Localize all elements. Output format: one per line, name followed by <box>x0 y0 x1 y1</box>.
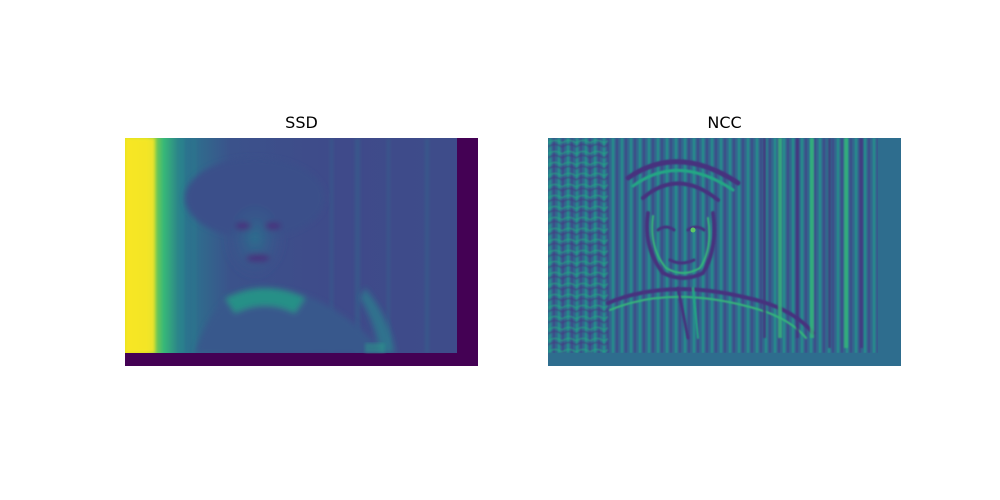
ncc-heatmap-image <box>548 138 901 366</box>
ssd-panel-title: SSD <box>285 113 318 132</box>
ncc-panel-title: NCC <box>707 113 742 132</box>
ssd-heatmap-image <box>125 138 478 366</box>
